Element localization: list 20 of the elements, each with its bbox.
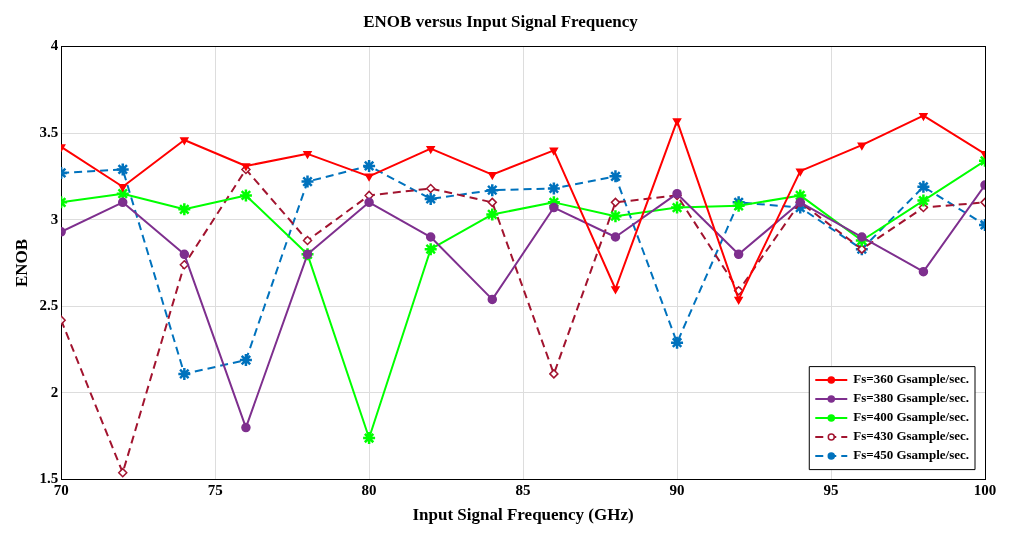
legend-label: Fs=430 Gsample/sec. [853, 428, 969, 444]
legend-label: Fs=380 Gsample/sec. [853, 390, 969, 406]
legend-label: Fs=400 Gsample/sec. [853, 409, 969, 425]
x-tick-label: 85 [515, 482, 531, 499]
x-tick-label: 75 [207, 482, 223, 499]
legend-label: Fs=450 Gsample/sec. [853, 447, 969, 463]
y-tick-label: 4 [50, 37, 59, 54]
x-tick-label: 70 [53, 482, 69, 499]
y-tick-label: 3.5 [39, 123, 59, 140]
y-tick-label: 2.5 [39, 297, 59, 314]
y-tick-label: 3 [50, 210, 59, 227]
y-axis-title: ENOB [11, 238, 31, 288]
x-tick-label: 80 [361, 482, 377, 499]
y-tick-label: 2 [50, 383, 59, 400]
x-axis-title: Input Signal Frequency (GHz) [412, 505, 634, 525]
legend-label: Fs=360 Gsample/sec. [853, 371, 969, 387]
x-tick-label: 100 [973, 482, 997, 499]
chart-title: ENOB versus Input Signal Frequency [363, 11, 639, 31]
x-tick-label: 95 [823, 482, 839, 499]
x-tick-label: 90 [669, 482, 685, 499]
